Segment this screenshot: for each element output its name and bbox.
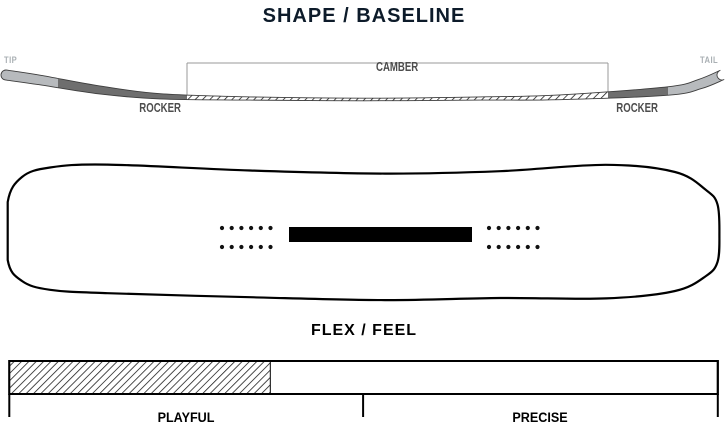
svg-text:TAIL: TAIL	[700, 54, 718, 65]
svg-text:ROCKER: ROCKER	[139, 102, 181, 116]
svg-text:PRECISE: PRECISE	[512, 409, 567, 425]
svg-text:PLAYFUL: PLAYFUL	[158, 409, 215, 425]
svg-text:ROCKER: ROCKER	[616, 102, 658, 116]
svg-text:FLEX / FEEL: FLEX / FEEL	[311, 322, 417, 339]
svg-text:TIP: TIP	[4, 54, 17, 65]
svg-text:CAMBER: CAMBER	[376, 61, 419, 75]
svg-text:SHAPE / BASELINE: SHAPE / BASELINE	[263, 5, 466, 27]
